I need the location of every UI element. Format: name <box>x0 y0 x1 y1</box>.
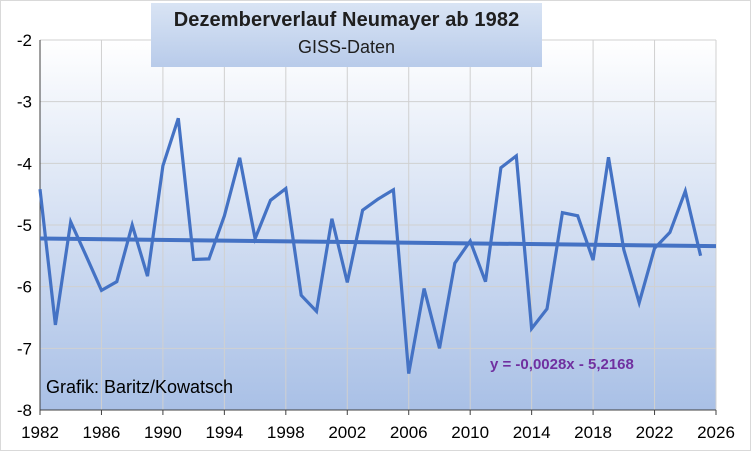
x-tick-label: 1990 <box>144 423 182 442</box>
x-tick-label: 1994 <box>205 423 243 442</box>
x-tick-label: 2010 <box>451 423 489 442</box>
y-tick-label: -2 <box>17 31 32 50</box>
grid-lines <box>40 39 717 410</box>
x-tick-label: 2018 <box>574 423 612 442</box>
chart-subtitle: GISS-Daten <box>297 37 396 57</box>
y-tick-label: -6 <box>17 278 32 297</box>
x-tick-label: 1982 <box>21 423 59 442</box>
trendline <box>39 236 717 249</box>
series-line <box>38 117 703 374</box>
tick-labels: -2 -3 -4 -5 -6 -7 -8 1982 1986 1990 1994 1998 2002 20… <box>17 31 735 442</box>
y-tick-label: -5 <box>17 216 32 235</box>
y-tick-label: -4 <box>17 154 32 173</box>
trendline-equation: y = -0,0028x - 5,2168 <box>490 356 634 373</box>
chart-title-box: Dezemberverlauf Neumayer ab 1982 GISS-Da… <box>151 3 542 67</box>
x-tick-label: 2026 <box>697 423 735 442</box>
y-tick-label: -3 <box>17 93 32 112</box>
x-tick-label: 1998 <box>267 423 305 442</box>
x-tick-label: 2022 <box>636 423 674 442</box>
x-tick-label: 2006 <box>390 423 428 442</box>
chart-credit: Grafik: Baritz/Kowatsch <box>46 377 234 397</box>
axes <box>39 40 717 415</box>
x-tick-label: 2002 <box>328 423 366 442</box>
y-tick-label: -7 <box>17 339 32 358</box>
series-layer <box>38 117 717 374</box>
x-tick-label: 1986 <box>83 423 121 442</box>
chart-title: Dezemberverlauf Neumayer ab 1982 <box>173 9 520 31</box>
y-tick-label: -8 <box>17 401 32 420</box>
x-tick-label: 2014 <box>513 423 551 442</box>
